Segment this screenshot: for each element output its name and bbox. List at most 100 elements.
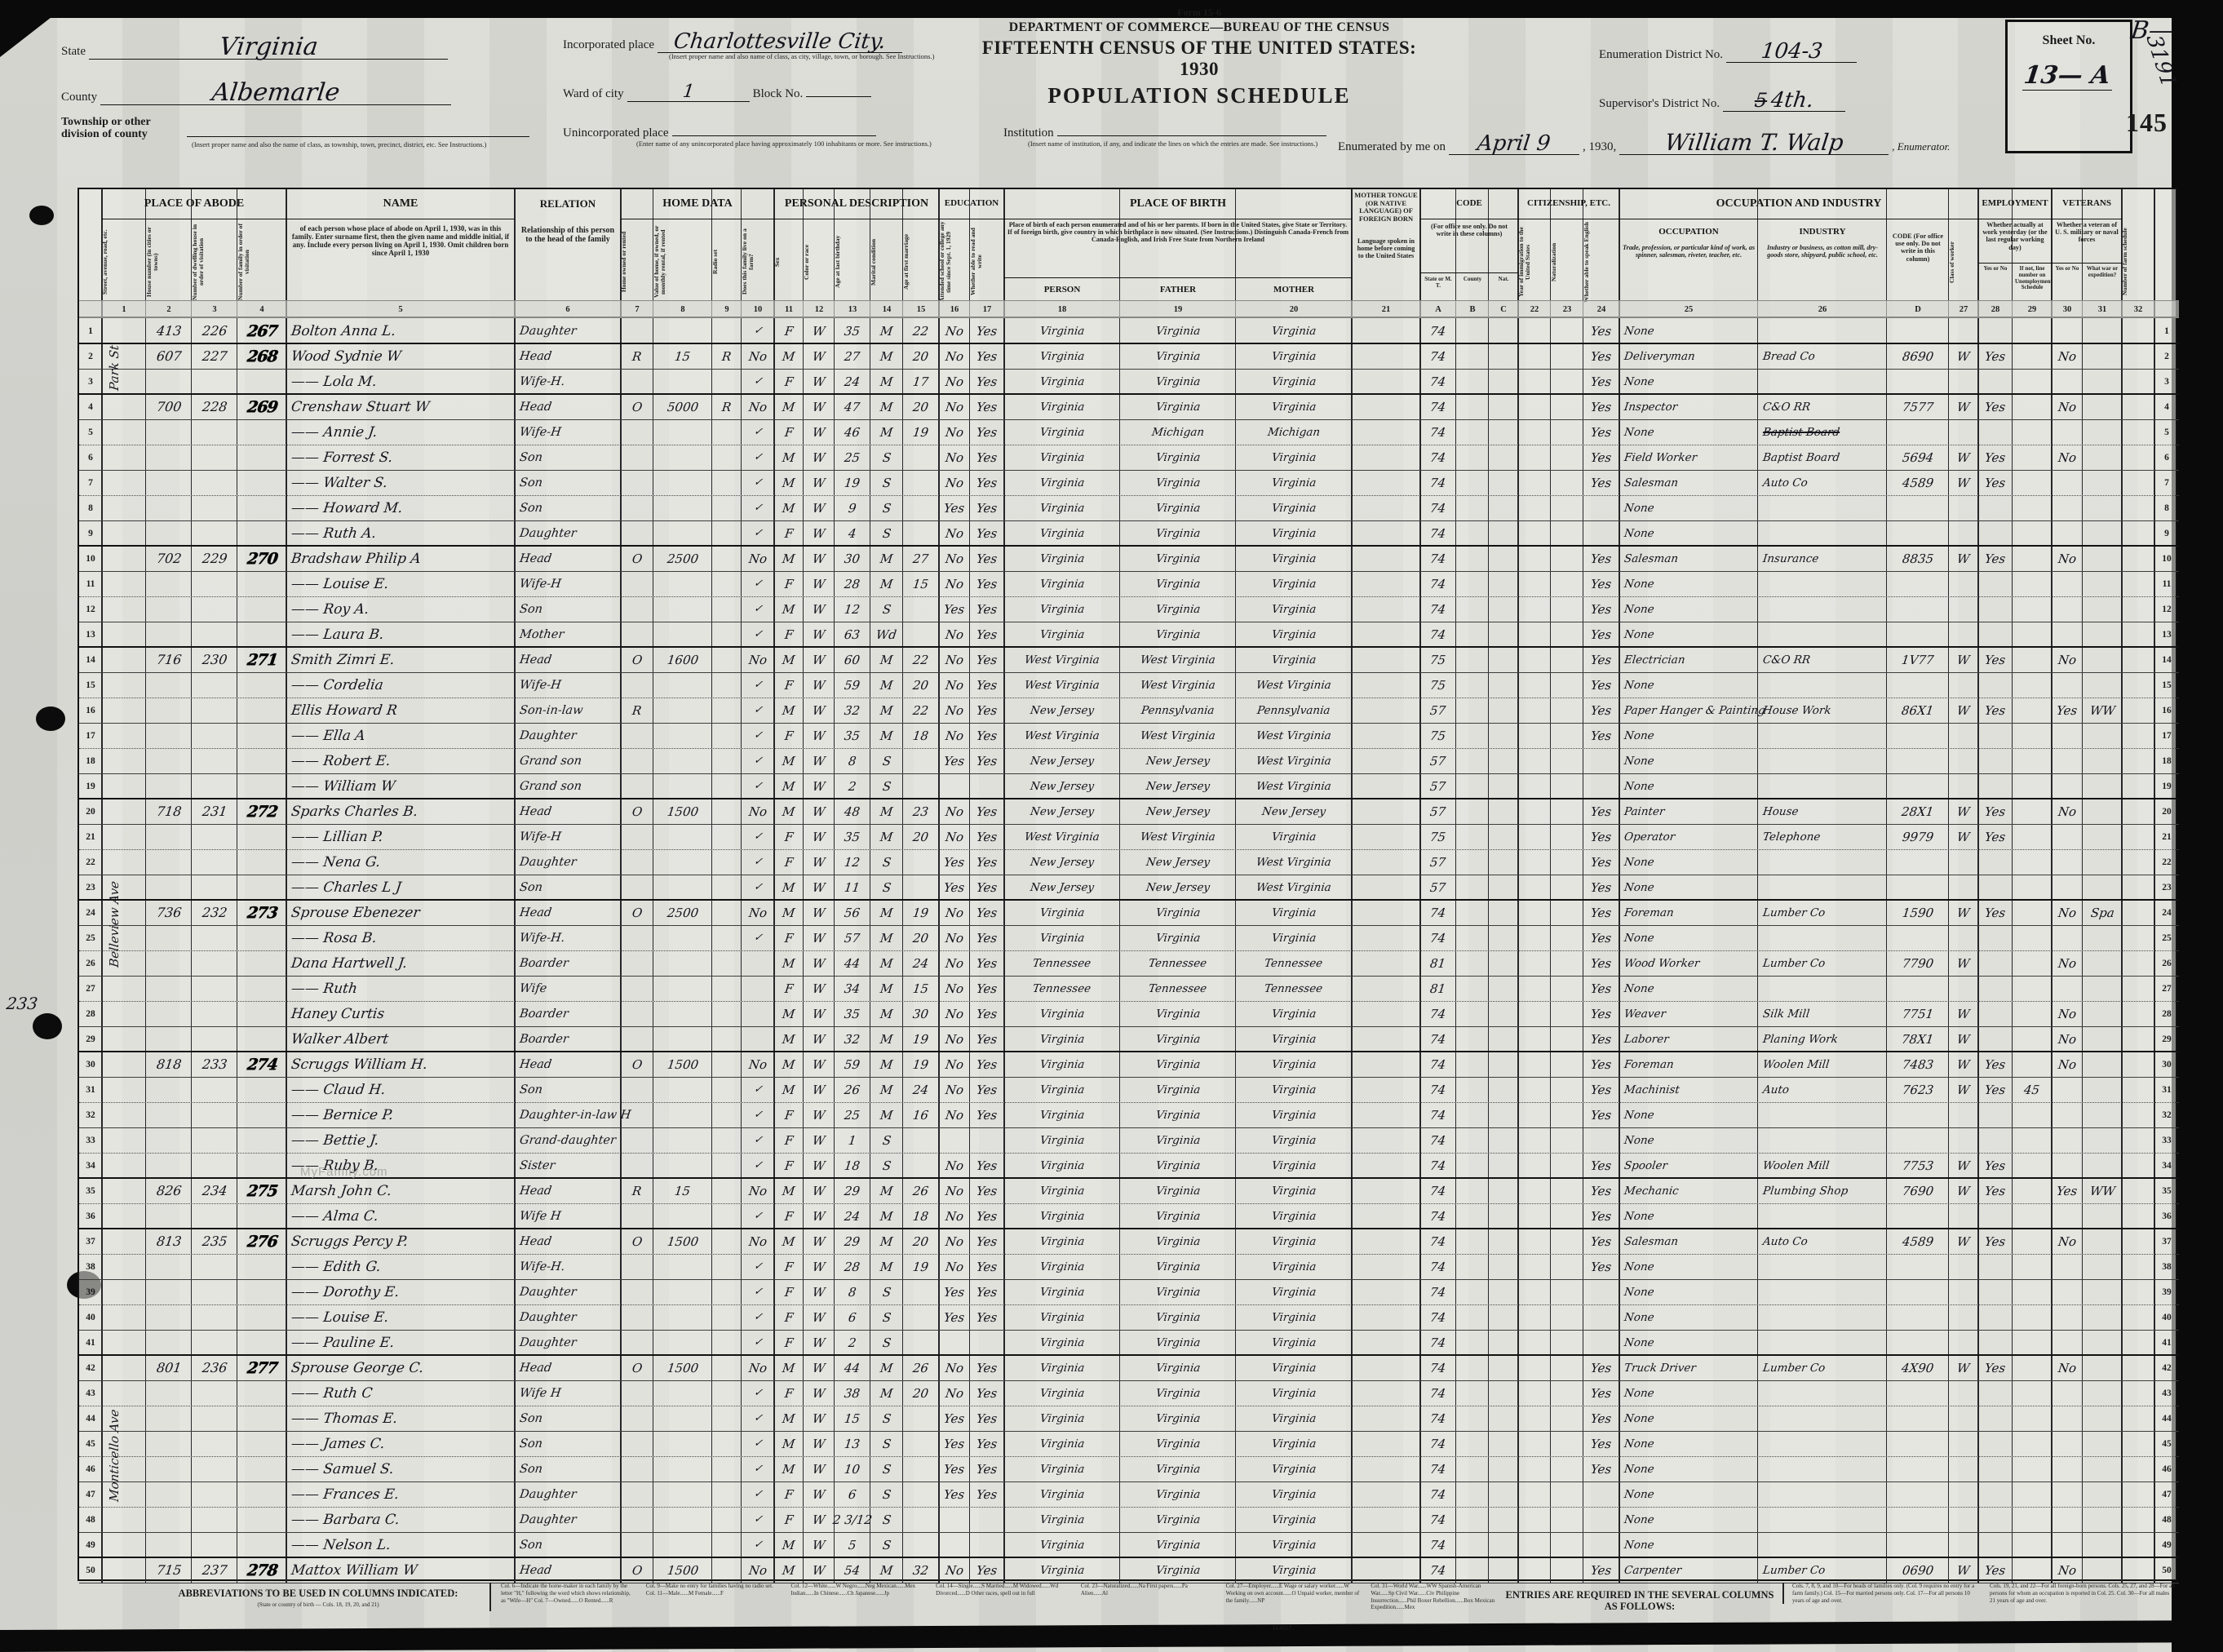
color-value: W bbox=[812, 374, 826, 389]
rel-cell: Grand-daughter bbox=[515, 1127, 626, 1153]
rel-cell: Wife-H bbox=[515, 419, 626, 445]
bm-cell: Virginia bbox=[1236, 1153, 1352, 1178]
emp-value: Yes bbox=[1984, 1562, 2007, 1578]
bf-cell: Virginia bbox=[1120, 1355, 1236, 1380]
val-cell: 2500 bbox=[653, 546, 712, 571]
bp-cell: Virginia bbox=[1004, 1203, 1120, 1229]
cA-value: 74 bbox=[1429, 1183, 1447, 1198]
occ-value: Deliveryman bbox=[1623, 349, 1696, 363]
sch-cell: No bbox=[939, 1052, 970, 1077]
table-row: 10 702 229 270 Bradshaw Philip A Head O 2500 No M… bbox=[79, 545, 2179, 572]
sex-cell: M bbox=[774, 394, 804, 419]
grid-line bbox=[101, 189, 104, 318]
ln-value: 2 bbox=[88, 351, 93, 361]
household-divider bbox=[79, 899, 2179, 901]
eng-cell: Yes bbox=[1583, 622, 1619, 647]
rel-cell: Son bbox=[515, 875, 626, 900]
eng-value: Yes bbox=[1590, 1006, 1613, 1021]
rln-cell: 17 bbox=[2154, 723, 2179, 748]
col-head-mar: Marital condition bbox=[870, 238, 877, 286]
color-value: W bbox=[812, 1512, 826, 1527]
mar-value: M bbox=[879, 424, 894, 440]
bp-value: Virginia bbox=[1038, 1158, 1086, 1172]
color-cell: W bbox=[804, 622, 835, 647]
mar-cell: M bbox=[870, 698, 903, 723]
name-cell: Sprouse George C. bbox=[286, 1355, 520, 1380]
rln-cell: 24 bbox=[2154, 900, 2179, 925]
name-value: Ellis Howard R bbox=[290, 702, 399, 719]
house-cell: 718 bbox=[146, 799, 192, 824]
name-cell: Sprouse Ebenezer bbox=[286, 900, 520, 925]
occ-value: None bbox=[1623, 1310, 1655, 1324]
col-number: 14 bbox=[870, 300, 903, 318]
bf-cell: Virginia bbox=[1120, 596, 1236, 622]
eng-cell: Yes bbox=[1583, 1229, 1619, 1254]
state-field: State Virginia bbox=[61, 33, 526, 61]
grid-line bbox=[1419, 189, 1422, 318]
ed-label: Enumeration District No. bbox=[1599, 48, 1724, 61]
cA-value: 74 bbox=[1429, 399, 1447, 414]
color-value: W bbox=[812, 525, 826, 541]
sch-value: No bbox=[944, 1183, 965, 1198]
bp-cell: West Virginia bbox=[1004, 647, 1120, 672]
agem-value: 17 bbox=[912, 374, 930, 389]
house-value: 715 bbox=[155, 1562, 183, 1578]
rw-cell: Yes bbox=[970, 1153, 1004, 1178]
sch-value: No bbox=[944, 323, 965, 339]
bm-value: Virginia bbox=[1270, 526, 1317, 540]
bf-value: Virginia bbox=[1154, 1083, 1202, 1096]
val-value: 5000 bbox=[666, 399, 700, 414]
rel-cell: Mother bbox=[515, 622, 626, 647]
fam-value: 278 bbox=[246, 1561, 278, 1579]
age-cell: 28 bbox=[835, 1254, 870, 1279]
color-cell: W bbox=[804, 672, 835, 698]
bf-cell: Virginia bbox=[1120, 1102, 1236, 1127]
name-cell: Scruggs Percy P. bbox=[286, 1229, 520, 1254]
sex-cell: F bbox=[774, 1279, 804, 1304]
rw-cell: Yes bbox=[970, 1203, 1004, 1229]
dw-value: 227 bbox=[201, 348, 228, 364]
sex-cell: M bbox=[774, 950, 804, 976]
rw-cell: Yes bbox=[970, 419, 1004, 445]
rel-value: Son bbox=[519, 501, 543, 515]
occ-value: Spooler bbox=[1623, 1158, 1668, 1172]
dw-cell: 233 bbox=[192, 1052, 237, 1077]
age-cell: 2 bbox=[835, 1330, 870, 1355]
rel-value: Sister bbox=[519, 1158, 556, 1172]
farm-value: ✓ bbox=[752, 780, 764, 792]
sheet-number-box: Sheet No. 13— A bbox=[2005, 20, 2132, 153]
sch-cell: Yes bbox=[939, 1456, 970, 1481]
occ-value: Carpenter bbox=[1623, 1563, 1683, 1577]
bf-cell: Virginia bbox=[1120, 1406, 1236, 1431]
punch-hole bbox=[33, 1013, 62, 1039]
mar-value: S bbox=[881, 500, 892, 516]
eng-cell: Yes bbox=[1583, 849, 1619, 875]
vet-cell: No bbox=[2052, 1026, 2083, 1052]
rln-value: 42 bbox=[2162, 1362, 2172, 1373]
bf-value: Virginia bbox=[1154, 1563, 1202, 1577]
age-cell: 12 bbox=[835, 596, 870, 622]
occ-value: Machinist bbox=[1623, 1083, 1681, 1096]
bm-cell: Virginia bbox=[1236, 1254, 1352, 1279]
scan-edge-top bbox=[0, 0, 2223, 18]
name-cell: —— Robert E. bbox=[286, 748, 520, 773]
rw-value: Yes bbox=[976, 1183, 999, 1198]
household-divider bbox=[79, 545, 2179, 547]
mar-cell: S bbox=[870, 596, 903, 622]
eng-value: Yes bbox=[1590, 981, 1613, 996]
mar-cell: M bbox=[870, 723, 903, 748]
rln-value: 23 bbox=[2162, 882, 2172, 892]
ln-value: 33 bbox=[86, 1135, 95, 1145]
ln-value: 17 bbox=[86, 730, 95, 741]
rel-value: Head bbox=[519, 653, 553, 667]
color-cell: W bbox=[804, 1178, 835, 1203]
rel-value: Wife bbox=[519, 981, 548, 995]
rel-cell: Grand son bbox=[515, 773, 626, 799]
color-value: W bbox=[812, 702, 826, 718]
cA-cell: 74 bbox=[1420, 1052, 1456, 1077]
cA-cell: 74 bbox=[1420, 925, 1456, 950]
mar-value: M bbox=[879, 677, 894, 693]
ln-value: 39 bbox=[86, 1287, 95, 1297]
sch-cell: No bbox=[939, 470, 970, 495]
enumeration-district-field: Enumeration District No. 104-3 bbox=[1599, 39, 1991, 64]
